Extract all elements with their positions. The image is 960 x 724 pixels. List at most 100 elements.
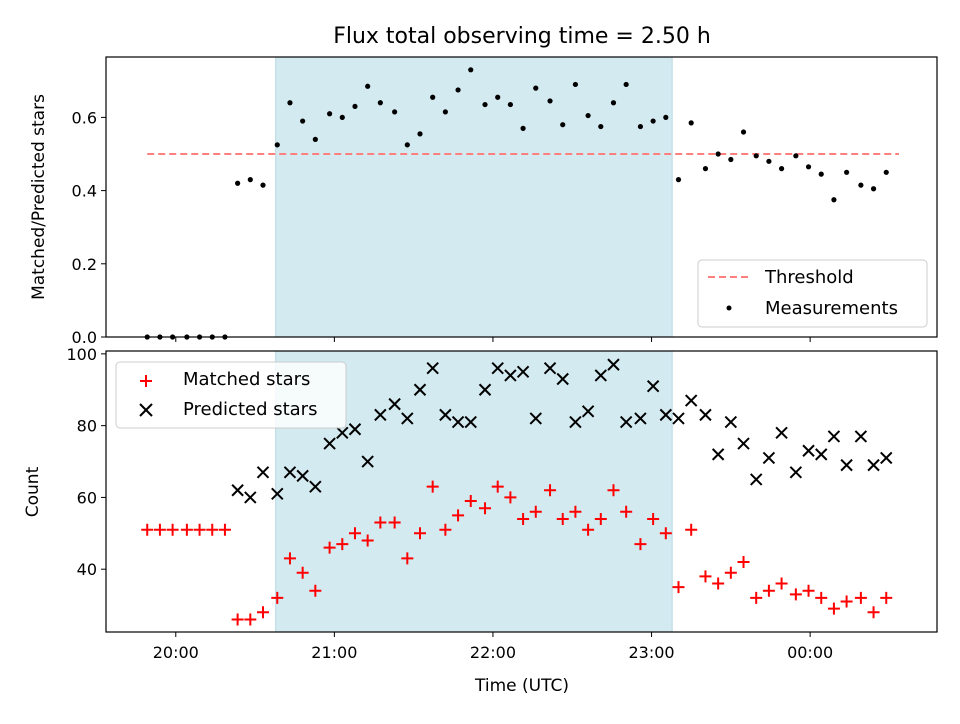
matched-stars-point	[620, 505, 633, 518]
legend-threshold-label: Threshold	[764, 267, 854, 288]
matched-stars-point	[206, 523, 219, 536]
measurement-point	[883, 169, 889, 175]
predicted-stars-point	[256, 466, 270, 479]
matched-stars-point	[141, 523, 154, 536]
measurement-point	[365, 83, 371, 89]
predicted-stars-point	[516, 365, 530, 379]
predicted-stars-point	[323, 437, 336, 450]
top-y-axis-ticks: 0.0 0.2 0.4 0.6	[72, 108, 106, 347]
bottom-y-axis-label: Count	[23, 466, 43, 517]
matched-stars-point	[166, 523, 179, 536]
chart-title: Flux total observing time = 2.50 h	[333, 24, 711, 49]
matched-stars-point	[296, 566, 309, 579]
measurement-point	[560, 122, 566, 128]
predicted-stars-point	[478, 383, 492, 396]
matched-stars-point	[840, 595, 853, 608]
matched-stars-point	[283, 552, 296, 565]
measurement-point	[507, 101, 513, 108]
y-tick-label: 0.0	[72, 328, 97, 347]
predicted-stars-point	[684, 394, 698, 407]
y-tick-label: 0.2	[72, 255, 97, 274]
predicted-stars-point	[607, 358, 620, 371]
matched-stars-point	[479, 502, 492, 515]
y-tick-label: 60	[77, 488, 97, 507]
matched-stars-point	[582, 523, 595, 536]
predicted-stars-point	[880, 451, 893, 465]
measurement-point	[339, 114, 345, 120]
matched-stars-point	[388, 516, 401, 529]
bottom-legend: Matched stars Predicted stars	[115, 361, 347, 429]
matched-stars-point	[867, 606, 880, 619]
matched-stars-point	[193, 523, 206, 536]
predicted-stars-point	[594, 369, 608, 382]
predicted-stars-point	[556, 372, 569, 386]
measurement-point	[430, 94, 436, 100]
matched-stars-point	[737, 556, 750, 569]
measurement-point	[260, 182, 266, 188]
matched-stars-point	[244, 613, 257, 626]
measurement-point	[740, 129, 747, 135]
measurement-point	[818, 171, 824, 177]
predicted-stars-point	[672, 412, 685, 425]
x-tick-label: 22:00	[470, 643, 516, 662]
matched-stars-point	[257, 606, 270, 619]
legend-measurements-label: Measurements	[765, 298, 898, 319]
predicted-stars-point	[283, 466, 297, 479]
measurement-point	[663, 114, 669, 120]
top-legend: Threshold Measurements	[697, 259, 928, 328]
top-panel-frame	[105, 56, 938, 338]
predicted-stars-point	[244, 491, 257, 504]
measurement-point	[858, 182, 864, 188]
predicted-stars-point	[646, 379, 660, 393]
matched-stars-point	[750, 591, 763, 604]
matched-stars-point	[323, 541, 336, 554]
measurement-point	[392, 109, 398, 115]
predicted-stars-point	[634, 412, 647, 425]
predicted-stars-point	[426, 362, 439, 375]
measurement-point	[675, 177, 682, 183]
matched-stars-point	[815, 591, 828, 604]
legend-measurements-swatch	[726, 305, 732, 311]
predicted-stars-point	[867, 458, 880, 472]
y-tick-label: 0.4	[72, 182, 97, 201]
y-tick-label: 100	[66, 345, 97, 364]
matched-stars-point	[672, 581, 685, 594]
x-tick-label: 21:00	[311, 643, 357, 662]
matched-stars-point	[271, 591, 284, 604]
matched-stars-point	[880, 591, 893, 604]
x-axis-label: Time (UTC)	[474, 676, 569, 696]
predicted-stars-point	[374, 408, 387, 422]
measurement-point	[274, 142, 280, 148]
matched-stars-point	[491, 480, 504, 493]
predicted-stars-point	[737, 437, 750, 450]
measurement-point	[688, 120, 694, 126]
measurement-point	[610, 100, 617, 106]
top-legend-box	[697, 259, 928, 328]
matched-stars-point	[712, 577, 725, 590]
matched-stars-point	[374, 516, 387, 529]
matched-stars-point	[634, 538, 647, 551]
measurement-point	[247, 177, 253, 183]
y-tick-label: 40	[77, 560, 97, 579]
measurement-point	[728, 156, 734, 163]
matched-stars-point	[699, 570, 712, 583]
bottom-x-axis-ticks: 20:00 21:00 22:00 23:00 00:00	[153, 632, 833, 662]
matched-stars-point	[529, 505, 542, 518]
predicted-stars-point	[361, 455, 374, 468]
measurement-point	[702, 166, 709, 172]
matched-stars-point	[685, 523, 698, 536]
measurement-point	[442, 109, 448, 115]
predicted-stars-points	[231, 358, 893, 504]
measurement-point	[753, 153, 759, 159]
predicted-stars-point	[827, 430, 841, 443]
predicted-stars-point	[309, 480, 322, 493]
measurement-point	[585, 112, 591, 119]
predicted-stars-point	[699, 408, 712, 422]
measurement-point	[715, 151, 721, 157]
matched-stars-point	[594, 512, 607, 525]
measurement-point	[870, 186, 877, 192]
matched-stars-points	[141, 480, 893, 626]
matched-stars-point	[361, 534, 374, 547]
x-tick-label: 00:00	[787, 643, 833, 662]
predicted-stars-point	[464, 415, 477, 429]
